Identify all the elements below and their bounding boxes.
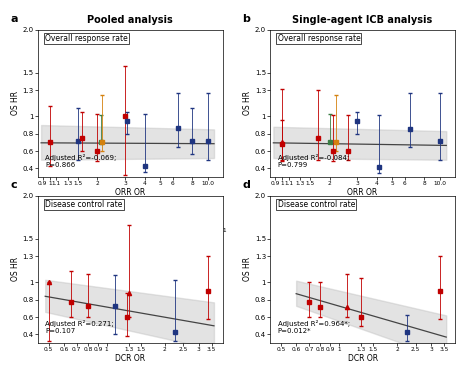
X-axis label: DCR OR: DCR OR [115,354,146,363]
X-axis label: ORR OR: ORR OR [115,188,146,197]
Text: a: a [10,14,18,24]
Text: Single-agent ICB analysis: Single-agent ICB analysis [292,15,433,25]
Legend: Melanoma, PD-1, NSCLC, PD-1, NSCLC, PD-L1, UC, PD-1, HNSCC, PD-1: Melanoma, PD-1, NSCLC, PD-1, NSCLC, PD-L… [273,221,444,232]
Text: Adjusted R²=0.964*;
P=0.012*: Adjusted R²=0.964*; P=0.012* [278,320,350,334]
Legend: Melanoma, CTLA-4, NSCLC, CTLA-4, NSCLC, PD-L1, Melanoma, PD-1, NSCLC, PD-1, UC, : Melanoma, CTLA-4, NSCLC, CTLA-4, NSCLC, … [41,221,226,238]
Text: d: d [242,180,250,190]
Text: c: c [10,180,17,190]
Text: Adjusted R²=0.271;
P=0.107: Adjusted R²=0.271; P=0.107 [46,320,114,334]
X-axis label: ORR OR: ORR OR [347,188,378,197]
X-axis label: DCR OR: DCR OR [347,354,378,363]
Y-axis label: OS HR: OS HR [11,257,20,282]
Text: Overall response rate: Overall response rate [46,34,128,43]
Y-axis label: OS HR: OS HR [243,91,252,115]
Y-axis label: OS HR: OS HR [11,91,20,115]
Text: Pooled analysis: Pooled analysis [88,15,173,25]
Text: Adjusted R²=-0.084;
P=0.799: Adjusted R²=-0.084; P=0.799 [278,154,349,168]
Text: Adjusted R²=-0.069;
P=0.866: Adjusted R²=-0.069; P=0.866 [46,154,117,168]
Text: b: b [242,14,250,24]
Text: Overall response rate: Overall response rate [278,34,360,43]
Text: Disease control rate: Disease control rate [278,200,355,209]
Text: Disease control rate: Disease control rate [46,200,123,209]
Y-axis label: OS HR: OS HR [243,257,252,282]
